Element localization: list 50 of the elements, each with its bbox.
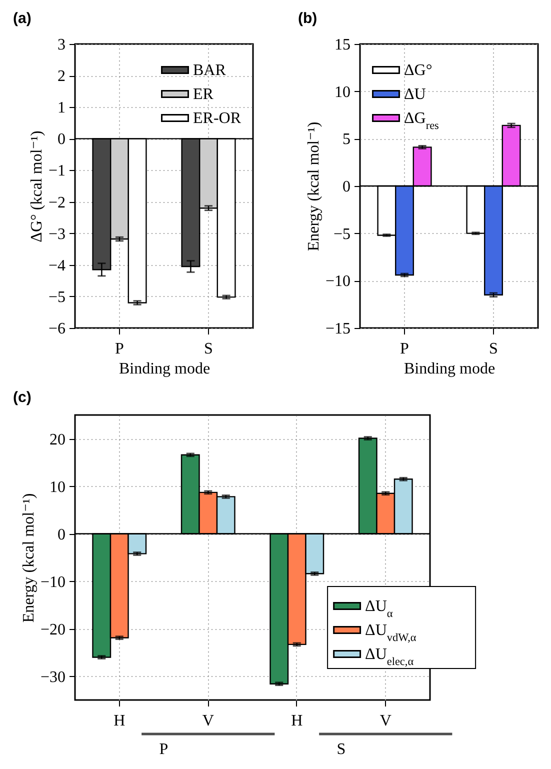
y-tick-label: −30 <box>40 668 66 686</box>
x-axis-title: Binding mode <box>118 360 210 378</box>
y-tick-label: 3 <box>58 36 66 54</box>
x-tick-label: P <box>115 340 124 358</box>
y-tick-label: 5 <box>342 131 350 148</box>
y-tick-label: 2 <box>58 68 66 86</box>
legend-label: ΔG° <box>404 62 432 79</box>
text: P <box>159 741 168 758</box>
legend-label: ΔG$_{res}$ <box>404 110 439 132</box>
y-tick-label: 15 <box>334 36 350 54</box>
x-tick-label: V <box>202 712 214 730</box>
legend-label: ER-OR <box>193 110 242 127</box>
y-tick-label: 0 <box>58 131 66 148</box>
y-axis-title: Energy (kcal mol⁻¹) <box>20 493 38 623</box>
y-tick-label: −20 <box>40 621 66 638</box>
y-tick-label: 20 <box>50 431 66 448</box>
y-tick-label: −3 <box>48 226 66 243</box>
y-tick-label: −1 <box>48 162 66 180</box>
y-tick-label: 10 <box>334 84 350 101</box>
y-tick-label: −5 <box>333 226 350 243</box>
y-tick-label: 10 <box>50 478 66 496</box>
y-axis-title: Energy (kcal mol⁻¹) <box>305 122 322 252</box>
legend-label: ΔU <box>404 86 426 103</box>
x-tick-label: H <box>114 712 126 730</box>
x-tick-label: V <box>380 712 392 730</box>
x-axis-title: Binding mode <box>404 360 496 378</box>
chart-title: (a) <box>13 10 32 27</box>
y-tick-label: −4 <box>48 257 66 274</box>
y-tick-label: −10 <box>325 273 350 290</box>
chart-title: (b) <box>298 10 318 27</box>
y-tick-label: −2 <box>48 194 66 212</box>
text: S <box>336 741 346 758</box>
y-tick-label: −15 <box>325 320 350 338</box>
y-tick-label: −10 <box>40 574 66 591</box>
y-tick-label: 0 <box>342 178 350 196</box>
y-tick-label: −5 <box>48 288 66 306</box>
legend-label: ΔU$_{vdW,α}$ <box>365 622 416 644</box>
legend-label: ΔU$_{α}$ <box>365 598 393 620</box>
chart-title: (c) <box>13 389 32 406</box>
legend-label: ΔU$_{elec,α}$ <box>365 646 414 668</box>
y-tick-label: −6 <box>48 320 66 338</box>
x-tick-label: P <box>400 340 410 358</box>
y-axis-title: ΔG° (kcal mol⁻¹) <box>28 130 46 242</box>
x-tick-label: S <box>489 340 498 358</box>
legend-label: BAR <box>193 62 226 79</box>
y-tick-label: 1 <box>58 100 66 117</box>
x-tick-label: H <box>291 712 304 730</box>
legend-label: ER <box>193 86 214 103</box>
x-tick-label: S <box>204 340 213 358</box>
y-tick-label: 0 <box>58 526 66 544</box>
